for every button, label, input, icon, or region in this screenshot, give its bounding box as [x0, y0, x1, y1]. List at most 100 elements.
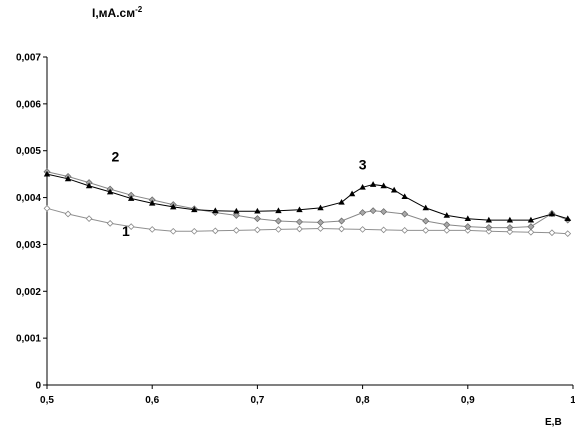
- data-point: [380, 226, 388, 234]
- data-point: [106, 188, 114, 195]
- curve-label-3: 3: [359, 156, 367, 172]
- data-point: [232, 211, 240, 219]
- data-point: [170, 203, 177, 210]
- data-point: [506, 224, 514, 232]
- data-point: [275, 226, 282, 233]
- data-point: [443, 227, 451, 234]
- series-group: [43, 168, 572, 238]
- data-point: [464, 215, 471, 222]
- series-line: [46, 207, 568, 235]
- data-point: [548, 229, 556, 237]
- x-tick-label: 0,7: [250, 395, 264, 406]
- x-tick-label: 0,6: [145, 395, 159, 406]
- y-axis-title: I,мА.см-2: [92, 5, 142, 20]
- data-point: [85, 215, 93, 223]
- data-point: [359, 183, 366, 190]
- x-tick-label: 0,8: [356, 395, 370, 406]
- data-point: [296, 225, 303, 233]
- data-point: [275, 207, 282, 214]
- data-point: [232, 227, 240, 234]
- curve-label-2: 2: [111, 148, 119, 164]
- data-point: [212, 207, 219, 214]
- data-point: [390, 186, 398, 193]
- data-point: [274, 217, 282, 225]
- data-point: [64, 210, 72, 218]
- y-tick-label: 0,003: [16, 240, 41, 251]
- x-tick-label: 1: [570, 395, 575, 406]
- curve-labels: 2 1 3: [111, 148, 366, 239]
- data-point: [211, 227, 219, 235]
- data-point: [233, 207, 240, 214]
- y-tick-label: 0,007: [16, 53, 41, 64]
- data-point: [191, 206, 198, 213]
- x-tick-label: 0,9: [461, 395, 475, 406]
- data-point: [443, 221, 451, 229]
- data-point: [348, 190, 356, 197]
- data-point: [464, 227, 472, 234]
- data-point: [295, 218, 303, 226]
- y-tick-label: 0: [35, 381, 41, 392]
- data-point: [464, 223, 472, 231]
- data-point: [422, 204, 429, 211]
- series-1: [43, 204, 572, 238]
- data-point: [148, 226, 156, 233]
- x-axis-title: E,B: [545, 417, 562, 428]
- data-point: [338, 225, 345, 233]
- y-tick-label: 0,006: [16, 99, 41, 110]
- series-line: [46, 173, 568, 221]
- data-point: [422, 227, 430, 234]
- y-tick-label: 0,004: [16, 193, 41, 204]
- data-point: [527, 223, 535, 231]
- data-point: [317, 204, 324, 211]
- data-point: [169, 227, 177, 235]
- data-point: [254, 226, 261, 234]
- data-point: [401, 210, 409, 218]
- data-point: [254, 207, 261, 214]
- series-3: [43, 170, 571, 223]
- data-point: [380, 208, 388, 216]
- data-point: [506, 228, 514, 236]
- data-point: [422, 217, 430, 225]
- data-point: [296, 206, 303, 213]
- data-point: [401, 227, 409, 234]
- data-point: [485, 224, 493, 232]
- data-point: [127, 195, 135, 201]
- data-point: [527, 228, 535, 236]
- data-point: [527, 216, 535, 223]
- data-point: [485, 216, 493, 223]
- data-point: [338, 217, 346, 225]
- y-axis-title-exponent: -2: [135, 5, 143, 14]
- data-point: [506, 216, 514, 223]
- data-point: [564, 215, 571, 222]
- data-point: [253, 215, 261, 223]
- data-point: [369, 181, 377, 187]
- y-tick-label: 0,002: [16, 287, 41, 298]
- data-point: [317, 225, 324, 232]
- data-point: [149, 199, 156, 206]
- data-point: [190, 227, 198, 235]
- y-axis-title-base: I,мА.см: [92, 6, 136, 20]
- curve-label-1: 1: [122, 223, 130, 239]
- data-point: [485, 227, 493, 235]
- data-point: [369, 207, 377, 215]
- data-point: [106, 219, 114, 227]
- data-point: [64, 175, 72, 182]
- data-point: [548, 210, 556, 217]
- y-tick-label: 0,005: [16, 146, 41, 157]
- data-point: [85, 182, 93, 189]
- y-tick-label: 0,001: [16, 334, 41, 345]
- data-point: [43, 170, 51, 177]
- data-point: [43, 204, 51, 212]
- data-point: [380, 182, 387, 189]
- data-point: [443, 212, 450, 218]
- x-tick-label: 0,5: [40, 395, 54, 406]
- series-2: [43, 168, 572, 232]
- data-point: [359, 226, 366, 233]
- data-point: [359, 209, 367, 217]
- data-point: [564, 230, 572, 238]
- data-point: [401, 193, 408, 200]
- axes: 0 0,001 0,002 0,003 0,004 0,005 0,006 0,007 0,5 0…: [16, 53, 575, 407]
- data-point: [338, 198, 345, 205]
- data-point: [317, 218, 325, 226]
